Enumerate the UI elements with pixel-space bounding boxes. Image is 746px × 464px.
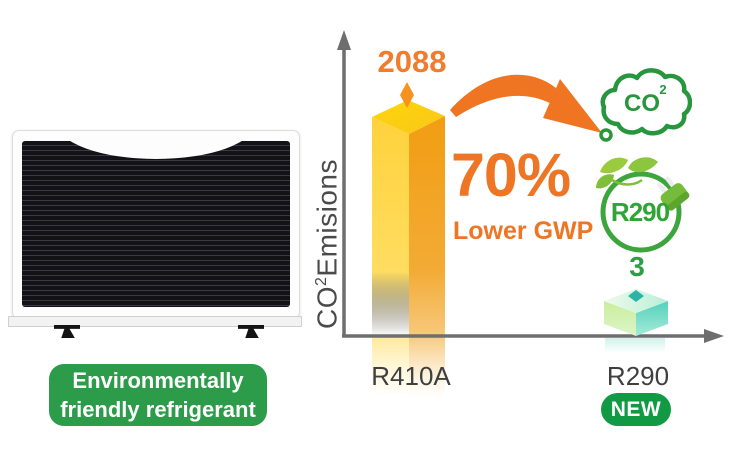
axes bbox=[342, 46, 706, 338]
heat-pump-image bbox=[12, 130, 300, 319]
cloud-co-text: CO bbox=[624, 90, 660, 117]
y-axis-label: CO2Emisions bbox=[307, 144, 342, 344]
y-label-sup2: 2 bbox=[313, 276, 330, 286]
r410a-value-label: 2088 bbox=[377, 44, 447, 79]
eco-badge: Environmentally friendly refrigerant bbox=[49, 364, 267, 426]
y-label-co: CO bbox=[311, 286, 343, 329]
bar-r410a bbox=[372, 82, 445, 398]
heat-pump-base bbox=[8, 316, 302, 327]
cube-r290 bbox=[604, 289, 668, 353]
y-axis-arrowhead-icon bbox=[337, 30, 351, 50]
leaf-icon bbox=[596, 157, 658, 189]
r290-circle-text: R290 bbox=[611, 197, 670, 227]
x-tick-r410a: R410A bbox=[371, 361, 451, 391]
r290-eco-icon: R290 bbox=[596, 157, 690, 253]
reduction-caption: Lower GWP bbox=[453, 217, 594, 245]
x-tick-r290: R290 bbox=[606, 361, 670, 391]
cloud-sup2-text: 2 bbox=[659, 82, 666, 97]
co2-cloud-icon: CO 2 bbox=[599, 68, 692, 142]
reduction-percent: 70% bbox=[451, 141, 571, 209]
new-badge: NEW bbox=[601, 393, 671, 426]
bar-top-diamond-icon bbox=[400, 82, 414, 108]
plug-icon bbox=[657, 176, 690, 211]
eco-badge-line2: friendly refrigerant bbox=[60, 397, 256, 422]
curved-arrow-icon bbox=[450, 74, 602, 133]
cube-top-diamond-icon bbox=[628, 290, 644, 302]
eco-badge-line1: Environmentally bbox=[72, 368, 244, 393]
y-label-emissions: Emisions bbox=[311, 159, 343, 277]
r290-value-label: 3 bbox=[629, 251, 645, 282]
x-axis-arrowhead-icon bbox=[704, 329, 724, 343]
heat-pump-grille bbox=[22, 141, 290, 307]
